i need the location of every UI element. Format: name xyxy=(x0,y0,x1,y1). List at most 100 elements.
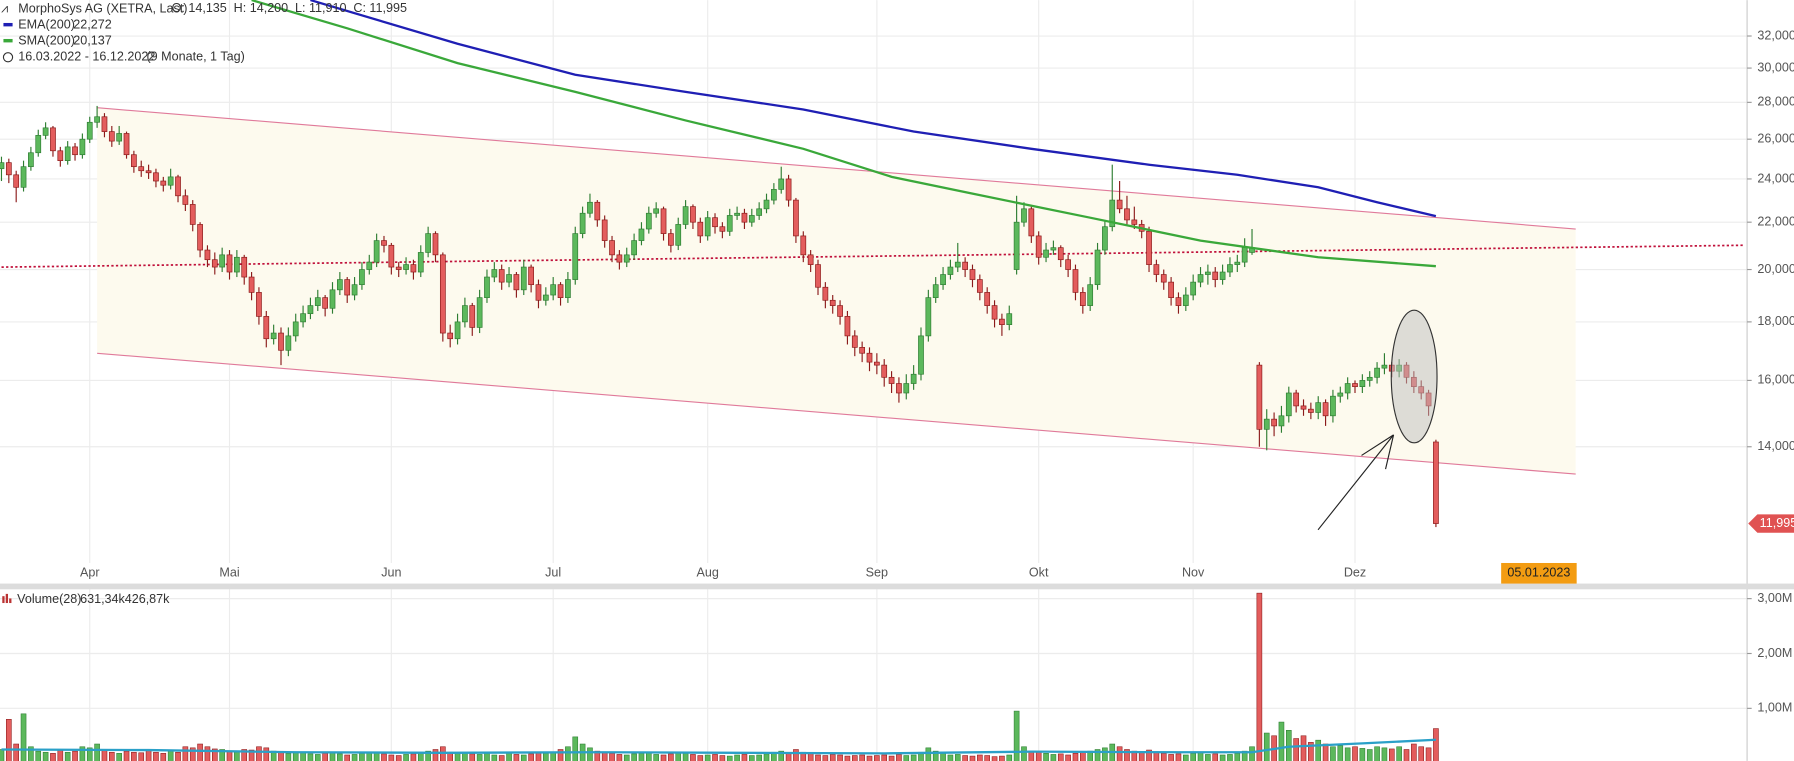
candle-body xyxy=(13,174,20,188)
candle-body xyxy=(925,297,932,337)
candle-body xyxy=(984,292,991,306)
y-tick-label: 26,000 xyxy=(1757,132,1794,146)
volume-bar xyxy=(631,753,637,761)
volume-bar xyxy=(712,754,718,761)
candle-body xyxy=(1205,271,1211,275)
volume-bar xyxy=(241,749,248,761)
volume-bar xyxy=(256,746,262,761)
candle-body xyxy=(226,254,233,273)
candle-body xyxy=(454,321,461,340)
candle-body xyxy=(976,279,983,293)
candle-body xyxy=(336,279,343,291)
volume-bar xyxy=(278,751,284,761)
volume-bar xyxy=(866,755,873,761)
candle-body xyxy=(270,332,277,340)
candle-body xyxy=(954,261,961,268)
candle-body xyxy=(395,266,402,270)
legend-value: 20,137 xyxy=(73,34,111,48)
volume-bar xyxy=(292,751,299,761)
candle-body xyxy=(513,274,520,291)
candle-body xyxy=(123,133,130,156)
x-tick-label: Dez xyxy=(1344,566,1366,580)
volume-bar xyxy=(204,746,211,761)
volume-bar xyxy=(1021,746,1027,761)
volume-bar xyxy=(1043,753,1049,761)
volume-bar xyxy=(469,753,476,761)
volume-bar xyxy=(888,755,895,761)
candle-body xyxy=(491,269,498,278)
volume-label: Volume(28) xyxy=(17,592,81,606)
volume-bar xyxy=(491,754,498,761)
candle-body xyxy=(417,252,424,273)
candle-body xyxy=(1182,294,1189,306)
candle-body xyxy=(1013,221,1020,270)
volume-bar xyxy=(910,754,917,761)
candle-body xyxy=(815,264,821,288)
candle-body xyxy=(57,150,64,162)
volume-bar xyxy=(719,755,726,761)
candle-body xyxy=(1079,292,1086,306)
candle-body xyxy=(660,208,667,234)
candle-body xyxy=(1256,364,1263,430)
candle-body xyxy=(623,254,630,263)
candle-body xyxy=(131,154,137,168)
candle-body xyxy=(42,127,49,136)
volume-bar xyxy=(1396,746,1402,761)
candle-body xyxy=(1352,383,1358,388)
candle-body xyxy=(1028,208,1035,237)
volume-bar xyxy=(1403,749,1410,761)
volume-bar xyxy=(726,755,733,761)
ma-line xyxy=(310,0,1437,218)
volume-bar xyxy=(668,753,674,761)
y-tick-label: 2,00M xyxy=(1757,646,1792,660)
volume-bar xyxy=(822,755,829,761)
quote-value: 11,995 xyxy=(369,2,407,16)
volume-bar xyxy=(851,755,858,761)
legend-swatch xyxy=(3,38,13,43)
candle-body xyxy=(704,217,711,237)
candle-body xyxy=(381,240,387,246)
candle-body xyxy=(962,261,968,270)
candle-body xyxy=(851,335,858,348)
volume-bar xyxy=(1219,754,1226,761)
volume-bar xyxy=(72,750,78,761)
volume-bar xyxy=(101,749,108,761)
volume-bar xyxy=(1138,751,1145,761)
candle-body xyxy=(918,335,924,375)
candle-body xyxy=(263,316,270,340)
candle-body xyxy=(631,240,637,256)
volume-bar xyxy=(94,743,100,761)
candle-body xyxy=(807,254,814,265)
chart-icon: ⩘ xyxy=(1,2,8,16)
candle-body xyxy=(1344,383,1351,394)
candle-body xyxy=(1116,199,1123,210)
arrow xyxy=(1317,434,1395,531)
volume-bar xyxy=(175,751,181,761)
volume-bar xyxy=(896,754,902,761)
volume-bar xyxy=(1411,743,1417,761)
candle-body xyxy=(204,249,211,261)
candle-body xyxy=(1109,199,1116,228)
drawing xyxy=(97,352,1576,475)
candle-body xyxy=(432,233,439,256)
volume-bar xyxy=(682,753,689,761)
y-tick-label: 22,000 xyxy=(1757,215,1794,229)
candle-body xyxy=(138,166,145,172)
volume-bar xyxy=(1057,753,1064,761)
volume-bar xyxy=(153,751,159,761)
candle-body xyxy=(1102,226,1108,251)
candle-body xyxy=(520,266,527,291)
quote: O: 14,135 H: 14,200 L: 11,910 C: 11,995 xyxy=(172,2,407,16)
volume-bar xyxy=(1072,753,1079,761)
volume-bar xyxy=(484,753,490,761)
candle-body xyxy=(565,279,571,298)
volume-bar xyxy=(1337,745,1344,761)
volume-bar xyxy=(829,754,836,761)
volume-bar xyxy=(1315,739,1322,761)
candle-body xyxy=(712,217,718,228)
volume-bar xyxy=(498,755,505,761)
volume-bar xyxy=(1168,754,1174,761)
candle-body xyxy=(1212,271,1219,280)
candle-body xyxy=(881,364,888,378)
